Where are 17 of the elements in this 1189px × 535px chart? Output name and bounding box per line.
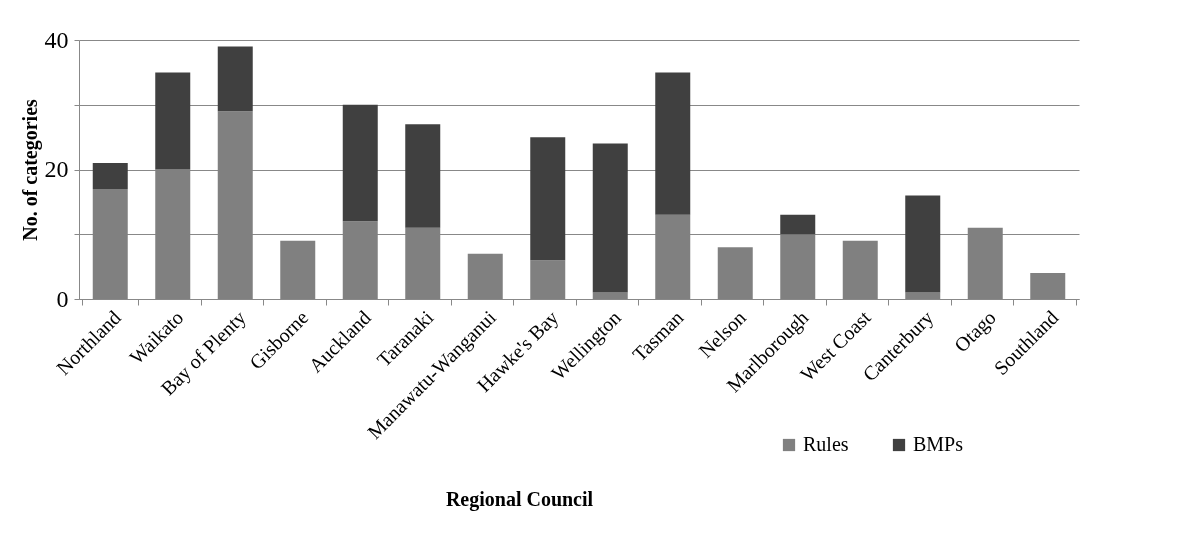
legend-label: Rules	[803, 433, 849, 455]
legend-label: BMPs	[913, 433, 964, 455]
y-axis-title: No. of categories	[18, 98, 42, 241]
bar	[655, 72, 691, 215]
bar	[92, 163, 128, 189]
bar	[905, 195, 941, 293]
bar	[780, 214, 816, 235]
bar	[155, 72, 191, 170]
x-axis-title: Regional Council	[445, 487, 594, 511]
y-tick-label: 0	[56, 285, 69, 312]
y-tick-label: 40	[44, 26, 69, 53]
bar	[342, 104, 378, 222]
bar	[217, 46, 253, 112]
bar	[592, 143, 628, 293]
bar	[530, 137, 566, 261]
bar	[405, 124, 441, 228]
y-tick-label: 20	[44, 156, 69, 182]
